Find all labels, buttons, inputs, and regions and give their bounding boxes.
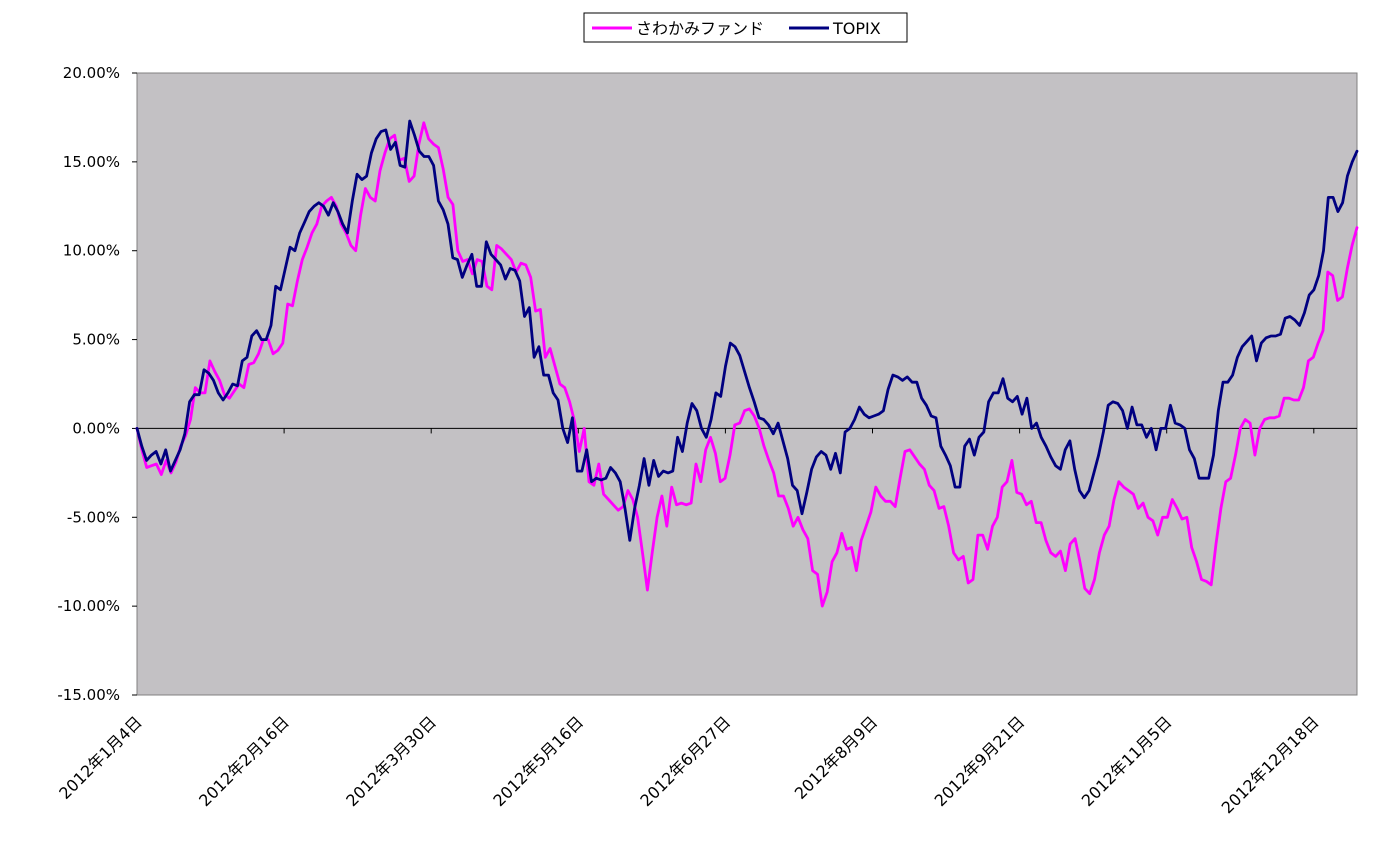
y-tick-label: -15.00% [57,686,120,704]
legend-label-topix: TOPIX [832,19,881,38]
y-axis: 20.00% 15.00% 10.00% 5.00% 0.00% -5.00% -10.00… [57,64,137,704]
x-tick-label: 2012年9月21日 [931,712,1029,810]
legend: さわかみファンド TOPIX [583,12,908,43]
y-tick-label: 5.00% [72,331,120,349]
y-tick-label: 10.00% [63,242,120,260]
y-tick-label: 15.00% [63,153,120,171]
legend-box [583,12,908,43]
series-group [135,119,1359,608]
x-tick-label: 2012年6月27日 [636,712,734,810]
y-tick-label: -10.00% [57,597,120,615]
x-tick-label: 2012年3月30日 [342,712,440,810]
y-tick-label: 20.00% [63,64,120,82]
y-tick-label: 0.00% [72,419,120,437]
x-tick-label: 2012年12月18日 [1218,712,1323,817]
y-tick-label: -5.00% [67,508,120,526]
legend-label-sawakami: さわかみファンド [636,19,764,38]
series-line-topix [135,119,1359,542]
x-tick-label: 2012年5月16日 [489,712,587,810]
x-tick-label: 2012年2月16日 [195,712,293,810]
x-tick-label: 2012年1月4日 [55,712,146,803]
x-tick-label: 2012年11月5日 [1078,712,1176,810]
x-tick-label: 2012年8月9日 [791,712,882,803]
